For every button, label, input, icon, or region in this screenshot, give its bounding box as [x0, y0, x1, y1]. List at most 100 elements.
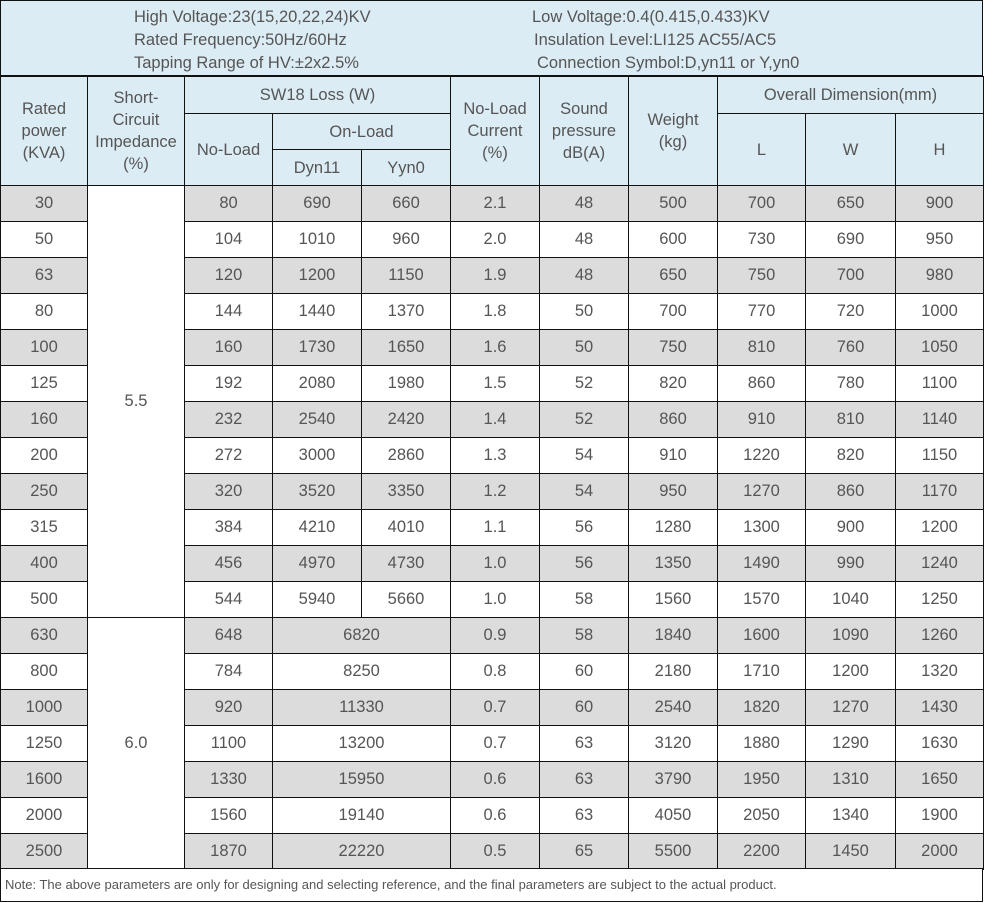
- table-row: 630 6.0 648 6820 0.9 58 1840 1600 1090 1260: [0, 617, 984, 870]
- cell-impedance: 5.5: [87, 185, 185, 618]
- cell-yyn0-loss: 4010: [361, 509, 451, 546]
- table-row: 1600 1330 15950 0.6 63 3790 1950 1310 1650: [0, 761, 984, 798]
- cell-dim-l: 1710: [717, 653, 806, 690]
- cell-dim-w: 780: [805, 365, 896, 402]
- cell-sound-pressure: 56: [539, 509, 629, 546]
- cell-yyn0-loss: 5660: [361, 581, 451, 618]
- cell-weight: 700: [628, 293, 718, 330]
- cell-rated-power: 1250: [0, 725, 88, 762]
- cell-yyn0-loss: 1370: [361, 293, 451, 330]
- table-row: 400 456 4970 4730 1.0 56 1350 1490 990 1240: [0, 545, 984, 582]
- cell-rated-power: 630: [0, 617, 88, 654]
- cell-rated-power: 63: [0, 257, 88, 294]
- cell-dim-h: 1140: [895, 401, 984, 438]
- cell-no-load-loss: 920: [184, 689, 273, 726]
- table-row: 1250 1100 13200 0.7 63 3120 1880 1290 1630: [0, 725, 984, 762]
- table-row: 800 784 8250 0.8 60 2180 1710 1200 1320: [0, 653, 984, 690]
- col-short-circuit-l3: Impedance: [95, 133, 177, 151]
- col-dyn11: Dyn11: [272, 149, 362, 186]
- cell-dyn11-loss: 3000: [272, 437, 362, 474]
- cell-dim-w: 1290: [805, 725, 896, 762]
- col-rated-power-l2: power: [21, 122, 67, 140]
- cell-yyn0-loss: 1980: [361, 365, 451, 402]
- cell-weight: 500: [628, 185, 718, 222]
- cell-dim-l: 2200: [717, 833, 806, 870]
- cell-no-load-current: 1.3: [450, 437, 540, 474]
- cell-rated-power: 2500: [0, 833, 88, 870]
- cell-impedance: 6.0: [87, 617, 185, 870]
- cell-rated-power: 1000: [0, 689, 88, 726]
- rated-frequency-text: Rated Frequency:50Hz/60Hz: [134, 31, 347, 49]
- cell-no-load-current: 0.7: [450, 689, 540, 726]
- cell-no-load-loss: 272: [184, 437, 273, 474]
- cell-sound-pressure: 58: [539, 617, 629, 654]
- cell-dim-w: 1340: [805, 797, 896, 834]
- cell-weight: 1350: [628, 545, 718, 582]
- cell-no-load-loss: 80: [184, 185, 273, 222]
- cell-rated-power: 200: [0, 437, 88, 474]
- cell-dim-w: 700: [805, 257, 896, 294]
- cell-no-load-current: 1.0: [450, 545, 540, 582]
- cell-rated-power: 315: [0, 509, 88, 546]
- cell-sound-pressure: 60: [539, 689, 629, 726]
- cell-no-load-loss: 544: [184, 581, 273, 618]
- cell-dyn11-loss: 1440: [272, 293, 362, 330]
- cell-no-load-loss: 192: [184, 365, 273, 402]
- cell-sound-pressure: 50: [539, 329, 629, 366]
- cell-no-load-current: 0.7: [450, 725, 540, 762]
- col-no-load-current-l3: (%): [482, 144, 508, 162]
- cell-sound-pressure: 65: [539, 833, 629, 870]
- cell-no-load-current: 0.9: [450, 617, 540, 654]
- table-row: 160 232 2540 2420 1.4 52 860 910 810 1140: [0, 401, 984, 438]
- cell-sound-pressure: 50: [539, 293, 629, 330]
- col-weight-l1: Weight: [647, 111, 699, 129]
- cell-sound-pressure: 52: [539, 401, 629, 438]
- table-row: 315 384 4210 4010 1.1 56 1280 1300 900 1200: [0, 509, 984, 546]
- cell-weight: 4050: [628, 797, 718, 834]
- cell-dim-h: 1650: [895, 761, 984, 798]
- cell-dim-w: 1450: [805, 833, 896, 870]
- cell-dim-w: 1310: [805, 761, 896, 798]
- cell-no-load-loss: 784: [184, 653, 273, 690]
- cell-dim-h: 1260: [895, 617, 984, 654]
- cell-dyn11-loss: 690: [272, 185, 362, 222]
- cell-weight: 650: [628, 257, 718, 294]
- cell-sound-pressure: 63: [539, 797, 629, 834]
- cell-weight: 820: [628, 365, 718, 402]
- cell-dim-h: 980: [895, 257, 984, 294]
- cell-dyn11-loss: 3520: [272, 473, 362, 510]
- cell-dim-l: 1570: [717, 581, 806, 618]
- col-on-load-loss: On-Load: [272, 113, 451, 150]
- col-weight-l2: (kg): [658, 133, 688, 151]
- cell-dim-h: 1900: [895, 797, 984, 834]
- cell-dim-h: 950: [895, 221, 984, 258]
- cell-rated-power: 2000: [0, 797, 88, 834]
- cell-dyn11-loss: 2540: [272, 401, 362, 438]
- cell-sound-pressure: 54: [539, 473, 629, 510]
- cell-rated-power: 125: [0, 365, 88, 402]
- footnote: Note: The above parameters are only for …: [0, 868, 983, 902]
- table-row: 80 144 1440 1370 1.8 50 700 770 720 1000: [0, 293, 984, 330]
- cell-dim-h: 1320: [895, 653, 984, 690]
- cell-no-load-current: 0.5: [450, 833, 540, 870]
- cell-no-load-current: 1.6: [450, 329, 540, 366]
- cell-yyn0-loss: 2860: [361, 437, 451, 474]
- cell-dim-l: 1600: [717, 617, 806, 654]
- cell-weight: 1560: [628, 581, 718, 618]
- low-voltage-text: Low Voltage:0.4(0.415,0.433)KV: [532, 8, 770, 26]
- cell-weight: 3120: [628, 725, 718, 762]
- col-sound-l1: Sound: [560, 100, 608, 118]
- cell-dim-h: 2000: [895, 833, 984, 870]
- cell-no-load-current: 2.0: [450, 221, 540, 258]
- cell-no-load-loss: 104: [184, 221, 273, 258]
- table-row: 50 104 1010 960 2.0 48 600 730 690 950: [0, 221, 984, 258]
- cell-weight: 600: [628, 221, 718, 258]
- cell-weight: 2180: [628, 653, 718, 690]
- cell-dim-h: 1630: [895, 725, 984, 762]
- cell-no-load-loss: 1870: [184, 833, 273, 870]
- cell-on-load-loss: 19140: [272, 797, 451, 834]
- cell-on-load-loss: 15950: [272, 761, 451, 798]
- cell-dim-w: 1040: [805, 581, 896, 618]
- cell-dim-h: 1150: [895, 437, 984, 474]
